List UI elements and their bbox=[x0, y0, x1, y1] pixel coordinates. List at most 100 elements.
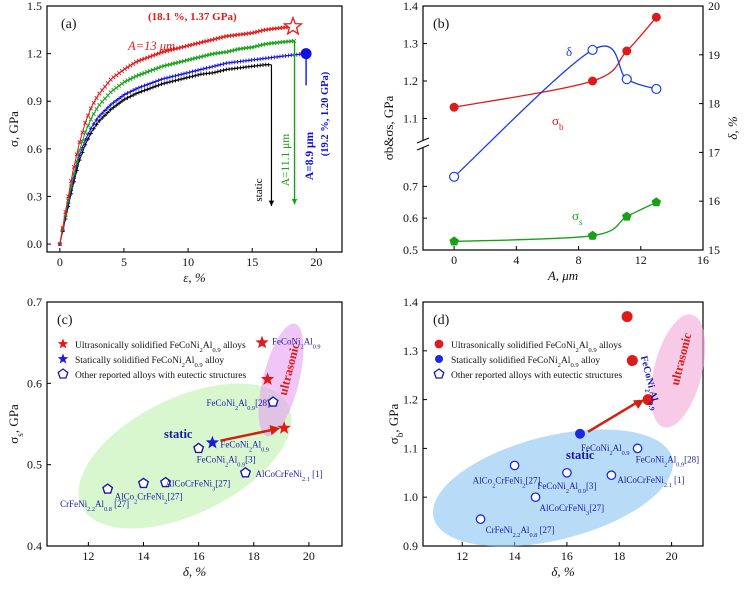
panel-a-label: (a) bbox=[61, 17, 77, 32]
panel-c-x-tick-label: 20 bbox=[303, 549, 315, 563]
panel-d-ylabel: σb, GPa bbox=[386, 404, 405, 445]
panel-d-static-text: static bbox=[566, 448, 595, 462]
panel-b-xlabel: A, μm bbox=[547, 268, 578, 283]
panel-a-curve bbox=[59, 64, 272, 245]
panel-c-ultrasonic-point bbox=[255, 335, 269, 349]
panel-a-x-tick-label: 20 bbox=[310, 255, 322, 269]
panel-c-y-tick-label: 0.6 bbox=[27, 376, 42, 390]
panel-a-y-tick-label: 1.2 bbox=[27, 47, 42, 61]
panel-b-point bbox=[449, 236, 459, 246]
panel-a-x-tick-label: 15 bbox=[246, 255, 258, 269]
panel-d-static-region bbox=[432, 429, 674, 547]
panel-d-other-label: FeCoNi2Al0.9[28] bbox=[636, 454, 700, 468]
panel-c-other-label: CrFeNi2.2Al0.8 [27] bbox=[60, 499, 129, 512]
panel-b-line bbox=[454, 201, 657, 243]
panel-c-other-label: AlCoCrFeNi3[27] bbox=[166, 479, 231, 493]
panel-b-point bbox=[622, 46, 632, 56]
panel-c-static-text: static bbox=[164, 427, 193, 441]
panel-d-x-tick-label: 18 bbox=[613, 549, 625, 563]
panel-b-point bbox=[651, 197, 662, 207]
panel-b-label: (b) bbox=[433, 17, 450, 32]
panel-a-y-tick-label: 1.5 bbox=[27, 0, 42, 13]
panel-c-label: (c) bbox=[57, 313, 73, 328]
panel-b-delta-label: δ bbox=[566, 44, 572, 59]
panel-d-other-label: FeCoNi2Al0.9[3] bbox=[537, 481, 596, 495]
panel-b-y2-tick-label: 15 bbox=[708, 243, 720, 257]
panel-c-other-point bbox=[193, 442, 205, 454]
panel-c-x-tick-label: 16 bbox=[193, 549, 205, 563]
panel-d-ultrasonic-point bbox=[626, 355, 638, 367]
panel-a-x-tick-label: 5 bbox=[121, 255, 127, 269]
panel-c-ultrasonic-point bbox=[260, 372, 275, 385]
panel-d-other-point bbox=[606, 470, 617, 481]
panel-b-point bbox=[651, 83, 662, 95]
panel-a-frame bbox=[46, 5, 343, 253]
panel-c-xlabel: δ, % bbox=[183, 564, 207, 579]
panel-c-y-tick-label: 0.7 bbox=[27, 295, 42, 309]
panel-c-frame bbox=[46, 301, 343, 547]
panel-d-other-label: CrFeNi2.2Al0.8 [27] bbox=[486, 525, 555, 539]
panel-a-a89-label: A=8.9 μm bbox=[304, 131, 316, 180]
panel-c-other-label: AlCoCrFeNi2.1 [1] bbox=[256, 469, 323, 483]
panel-c-static-region bbox=[78, 383, 292, 529]
panel-b-y2-tick-label: 16 bbox=[708, 194, 720, 208]
panel-c-legend-entry: Other reported alloys with eutectic stru… bbox=[75, 371, 247, 381]
panel-d-ultrasonic-point bbox=[621, 311, 633, 323]
panel-d-mid-label: FeCoNi2Al0.9 bbox=[581, 443, 630, 457]
panel-b-yl-tick-label: 0.6 bbox=[403, 211, 418, 225]
panel-a-curve bbox=[59, 26, 293, 245]
panel-b-point bbox=[651, 12, 661, 22]
panel-d-arrow bbox=[587, 399, 641, 433]
panel-c-top-label: FeCoNi2Al0.9 bbox=[272, 337, 321, 351]
panel-a-green-arrow bbox=[291, 199, 298, 205]
panel-d-y-tick-label: 1.4 bbox=[403, 295, 418, 309]
panel-c-other-label: FeCoNi2Al0.9[3] bbox=[197, 454, 256, 468]
panel-b-y2-tick-label: 18 bbox=[708, 97, 720, 111]
panel-a-curve bbox=[59, 40, 295, 245]
panel-d-legend-entry: Statically solidified FeCoNi2Al0.9 alloy bbox=[451, 355, 600, 369]
panel-d-other-point bbox=[475, 514, 486, 525]
panel-b-yu-tick-label: 1.2 bbox=[403, 74, 418, 88]
panel-d-other-point bbox=[562, 467, 572, 478]
panel-c-other-point bbox=[137, 477, 150, 489]
panel-d-other-point bbox=[632, 443, 643, 454]
panel-c-y-tick-label: 0.5 bbox=[27, 458, 42, 472]
panel-c-legend-marker bbox=[57, 368, 69, 379]
panel-b-ylabel: σb&σs, GPa bbox=[381, 95, 396, 160]
panel-d-legend-entry: Ultrasonically solidified FeCoNi2Al0.9 a… bbox=[451, 340, 622, 354]
panel-d-y-tick-label: 1.0 bbox=[403, 490, 418, 504]
panel-d-other-label: AlCoCrFeNi2.1 [1] bbox=[617, 475, 684, 489]
panel-b-yl-tick-label: 0.5 bbox=[403, 243, 418, 257]
panel-c-x-tick-label: 18 bbox=[248, 549, 260, 563]
panel-b-yl-tick-label: 0.7 bbox=[403, 179, 418, 193]
panel-d-other-label: AlCo2CrFeNi2[27] bbox=[473, 475, 541, 489]
panel-b-point bbox=[587, 230, 598, 240]
panel-c-legend-entry: Ultrasonically solidified FeCoNi2Al0.9 a… bbox=[75, 340, 246, 354]
panel-a-static-arrow bbox=[268, 200, 275, 206]
panel-c-mid-label: FeCoNi2Al0.9 bbox=[220, 440, 269, 454]
panel-c-y-tick-label: 0.4 bbox=[27, 539, 42, 553]
panel-a-y-tick-label: 0.9 bbox=[27, 94, 42, 108]
panel-c-ultrasonic-point bbox=[57, 338, 69, 349]
panel-a-red-star bbox=[282, 15, 304, 36]
panel-a-blue-point-label: (19.2 %, 1.20 GPa) bbox=[320, 71, 331, 156]
panel-d-y-tick-label: 1.1 bbox=[403, 441, 418, 455]
panel-b-break-mark bbox=[416, 137, 430, 151]
panel-d-y-tick-label: 1.2 bbox=[403, 393, 418, 407]
panel-d-ultrasonic-point bbox=[642, 394, 654, 406]
panel-b-point bbox=[449, 102, 459, 112]
panel-b-point bbox=[449, 171, 460, 182]
panel-b-x-tick-label: 12 bbox=[635, 253, 647, 267]
panel-a-red-point-label: (18.1 %, 1.37 GPa) bbox=[148, 11, 237, 23]
panel-c-other-point bbox=[102, 483, 114, 494]
panel-b-y2-tick-label: 20 bbox=[708, 0, 720, 13]
panel-d-ultrasonic-region bbox=[650, 314, 706, 428]
panel-d-x-tick-label: 12 bbox=[456, 549, 468, 563]
panel-b-y2-tick-label: 19 bbox=[708, 48, 720, 62]
panel-c-arrow-head bbox=[269, 425, 281, 435]
panel-b-sigma-s-label: σs bbox=[572, 208, 583, 227]
panel-b-line bbox=[453, 45, 657, 178]
panel-c-static-point bbox=[57, 353, 69, 364]
panel-d-ultrasonic-point bbox=[434, 339, 444, 349]
